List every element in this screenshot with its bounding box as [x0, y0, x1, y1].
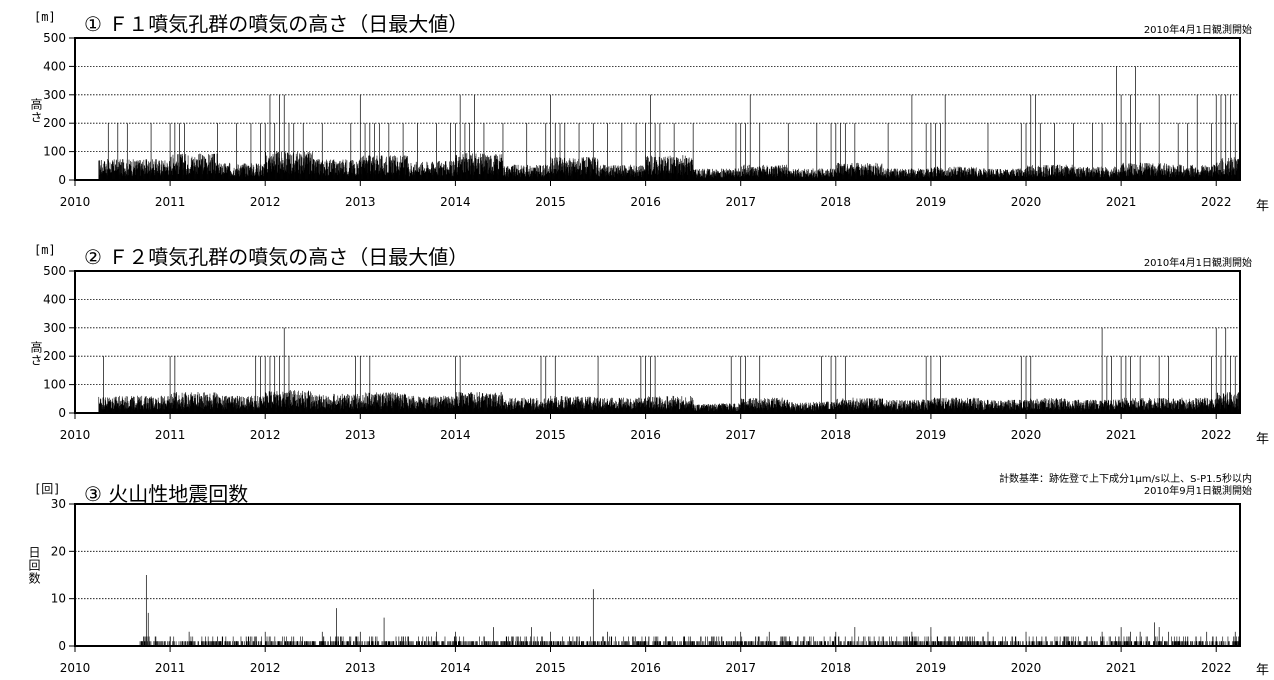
x-tick-label: 2015 — [535, 195, 566, 209]
x-tick-label: 2019 — [916, 195, 947, 209]
x-tick-label: 2014 — [440, 195, 471, 209]
x-tick-label: 2020 — [1011, 195, 1042, 209]
x-tick-label: 2021 — [1106, 195, 1137, 209]
y-axis-label: 高さ — [29, 98, 43, 124]
x-tick-label: 2017 — [725, 195, 756, 209]
y-unit-label: [m] — [34, 243, 56, 257]
y-tick-label: 300 — [43, 88, 66, 102]
x-tick-label: 2016 — [630, 195, 661, 209]
y-unit-label: [m] — [34, 10, 56, 24]
series-bars — [98, 327, 1241, 413]
y-axis-label: 高さ — [29, 341, 43, 367]
plot-frame — [74, 37, 1241, 181]
chart-title: ② Ｆ２噴気孔群の噴気の高さ（日最大値） — [84, 245, 469, 269]
x-tick-label: 2010 — [60, 195, 91, 209]
series-bars — [98, 66, 1241, 180]
x-axis-unit-label: 年 — [1256, 199, 1270, 214]
observation-start-note: 2010年4月1日観測開始 — [1143, 258, 1252, 269]
y-tick-label: 100 — [43, 145, 66, 159]
y-tick-label: 500 — [43, 31, 66, 45]
y-tick-label: 0 — [58, 173, 66, 187]
chart-title: ① Ｆ１噴気孔群の噴気の高さ（日最大値） — [84, 12, 469, 36]
panel-f1-plume-height: [m] ① Ｆ１噴気孔群の噴気の高さ（日最大値） 2010年4月1日観測開始 高… — [0, 0, 1274, 225]
chart-plot-f1: 0 100 200 300 400 500 2010 2011 2012 2013 2014 2015… — [43, 31, 1241, 209]
x-tick-label: 2011 — [155, 195, 186, 209]
y-tick-label: 200 — [43, 116, 66, 130]
y-tick-label: 400 — [43, 59, 66, 73]
observation-start-note: 2010年4月1日観測開始 — [1143, 25, 1252, 36]
x-tick-label: 2012 — [250, 195, 281, 209]
x-tick-label: 2022 — [1201, 195, 1232, 209]
x-tick-label: 2013 — [345, 195, 376, 209]
x-tick-label: 2018 — [821, 195, 852, 209]
panel-f2-plume-height: [m] ② Ｆ２噴気孔群の噴気の高さ（日最大値） 2010年4月1日観測開始 高… — [0, 233, 1274, 458]
